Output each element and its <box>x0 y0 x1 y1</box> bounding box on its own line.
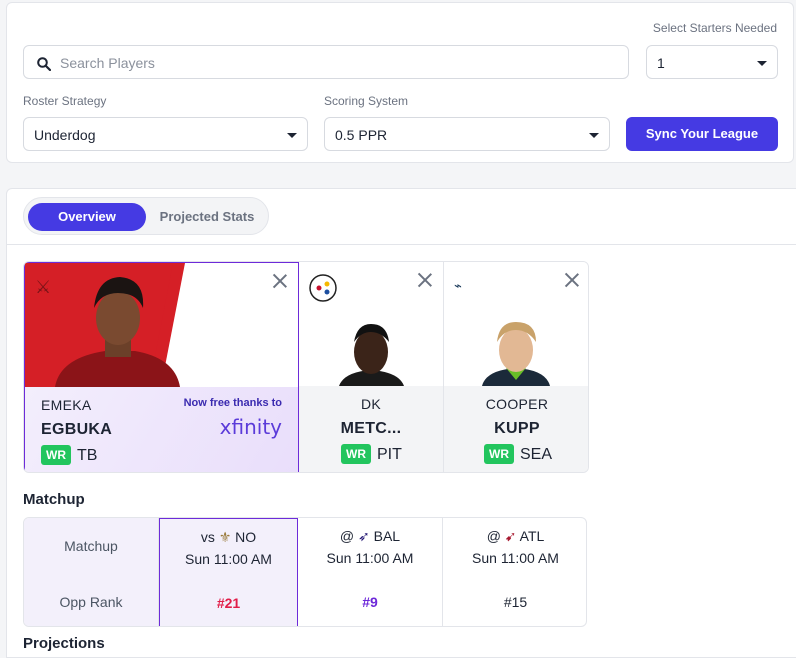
comparison-card: Overview Projected Stats ⚔ <box>6 188 796 658</box>
matchup-prefix: @ <box>486 528 501 544</box>
player-last-name: METC... <box>340 420 402 437</box>
team-label: TB <box>77 447 98 464</box>
view-tabs: Overview Projected Stats <box>23 197 269 235</box>
matchup-prefix: vs <box>200 529 215 545</box>
scoring-select[interactable]: 0.5 PPR <box>324 117 610 151</box>
filters-card: Select Starters Needed Search Players 1 … <box>6 2 794 163</box>
sponsor-text: Now free thanks to <box>183 397 282 409</box>
matchup-labels-column: Matchup Opp Rank <box>24 518 159 626</box>
player-first-name: DK <box>360 396 382 412</box>
buccaneers-logo-icon: ⚔ <box>35 277 52 297</box>
strategy-value: Underdog <box>34 127 96 143</box>
position-badge: WR <box>484 444 514 464</box>
starters-select[interactable]: 1 <box>646 45 778 79</box>
player-card-kupp[interactable]: ⌁ COOPER KUPP WR SEA <box>444 262 588 472</box>
tab-overview[interactable]: Overview <box>28 203 146 231</box>
game-time: Sun 11:00 AM <box>472 550 559 566</box>
matchup-section-title: Matchup <box>23 491 85 508</box>
close-icon[interactable] <box>417 272 433 288</box>
player-photo: ⚔ <box>25 263 298 387</box>
chevron-down-icon <box>287 133 297 138</box>
matchup-prefix: @ <box>339 528 355 544</box>
matchup-opponent: @ ➶ BAL <box>298 528 442 545</box>
strategy-select[interactable]: Underdog <box>23 117 308 151</box>
tab-projected-stats[interactable]: Projected Stats <box>159 209 255 224</box>
search-placeholder: Search Players <box>60 55 155 71</box>
position-badge: WR <box>341 444 371 464</box>
matchup-opponent: @ ➹ ATL <box>443 528 586 545</box>
starters-value: 1 <box>657 55 665 71</box>
divider <box>7 244 796 245</box>
player-headshot-image <box>339 324 404 386</box>
game-time: Sun 11:00 AM <box>326 550 414 566</box>
team-label: PIT <box>377 446 402 463</box>
opp-rank: #15 <box>503 594 528 610</box>
matchup-column-metcalf: @ ➶ BAL Sun 11:00 AM #9 <box>298 518 443 626</box>
player-headshot-image <box>482 322 550 386</box>
player-card-metcalf[interactable]: DK METC... WR PIT <box>299 262 444 472</box>
seahawks-logo-icon: ⌁ <box>454 278 462 293</box>
row-label-matchup: Matchup <box>64 538 118 554</box>
search-icon <box>37 57 51 71</box>
chevron-down-icon <box>589 133 599 138</box>
row-label-opp-rank: Opp Rank <box>59 594 123 610</box>
matchup-opponent: vs ⚜ NO <box>160 529 297 546</box>
matchup-team: NO <box>235 529 257 545</box>
matchup-column-egbuka: vs ⚜ NO Sun 11:00 AM #21 <box>159 518 298 626</box>
search-input[interactable]: Search Players <box>23 45 629 79</box>
steelers-logo-icon <box>309 274 337 302</box>
close-icon[interactable] <box>272 273 288 289</box>
xfinity-logo: xfinity <box>219 415 282 439</box>
game-time: Sun 11:00 AM <box>185 551 272 567</box>
projections-section-title: Projections <box>23 635 105 652</box>
player-first-name: EMEKA <box>41 397 92 413</box>
scoring-label: Scoring System <box>324 94 409 108</box>
position-badge: WR <box>41 445 71 465</box>
player-info: COOPER KUPP WR SEA <box>444 386 588 472</box>
team-label: SEA <box>520 446 553 463</box>
player-last-name: KUPP <box>494 420 540 437</box>
player-card-egbuka[interactable]: ⚔ EMEKA EGBUKA WR TB Now free thanks to … <box>24 262 299 472</box>
chevron-down-icon <box>757 61 767 66</box>
falcons-logo-icon: ➹ <box>504 528 517 544</box>
scoring-value: 0.5 PPR <box>335 127 388 143</box>
matchup-team: BAL <box>373 528 401 544</box>
player-info: EMEKA EGBUKA WR TB Now free thanks to xf… <box>25 387 298 472</box>
player-last-name: EGBUKA <box>41 421 113 438</box>
player-first-name: COOPER <box>485 396 549 412</box>
matchup-column-kupp: @ ➹ ATL Sun 11:00 AM #15 <box>443 518 586 626</box>
opp-rank: #21 <box>216 595 241 611</box>
close-icon[interactable] <box>564 272 580 288</box>
matchup-team: ATL <box>519 528 545 544</box>
starters-label: Select Starters Needed <box>652 21 777 35</box>
strategy-label: Roster Strategy <box>23 94 107 108</box>
sync-league-button[interactable]: Sync Your League <box>626 117 778 151</box>
player-info: DK METC... WR PIT <box>299 386 443 472</box>
saints-logo-icon: ⚜ <box>218 529 232 545</box>
player-headshot-image <box>25 263 298 387</box>
player-cards: ⚔ EMEKA EGBUKA WR TB Now free thanks to … <box>23 261 589 473</box>
matchup-table: Matchup Opp Rank vs ⚜ NO Sun 11:00 AM #2… <box>23 517 587 627</box>
opp-rank: #9 <box>362 594 378 610</box>
ravens-logo-icon: ➶ <box>358 528 370 544</box>
